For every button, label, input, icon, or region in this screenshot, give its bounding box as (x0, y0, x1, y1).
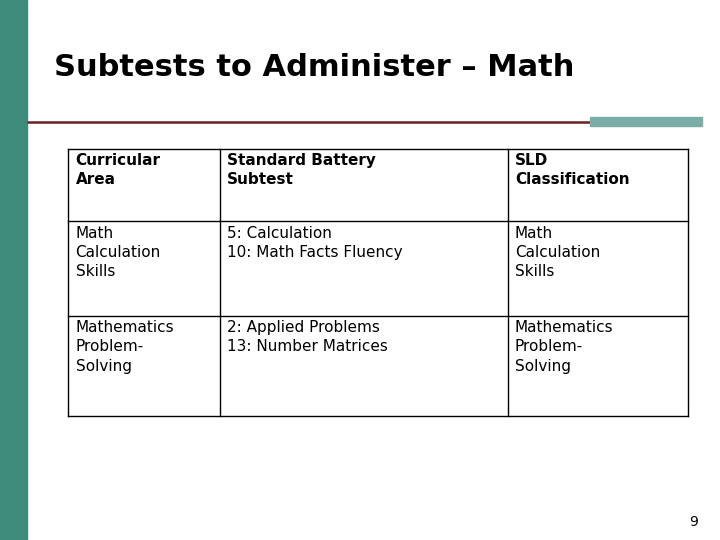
Text: Math
Calculation
Skills: Math Calculation Skills (515, 226, 600, 279)
Text: Standard Battery
Subtest: Standard Battery Subtest (227, 153, 376, 187)
Bar (590, 117, 702, 126)
Text: 5: Calculation
10: Math Facts Fluency: 5: Calculation 10: Math Facts Fluency (227, 226, 402, 260)
Text: SLD
Classification: SLD Classification (515, 153, 629, 187)
Text: Math
Calculation
Skills: Math Calculation Skills (76, 226, 161, 279)
Text: Mathematics
Problem-
Solving: Mathematics Problem- Solving (515, 320, 613, 374)
Text: Curricular
Area: Curricular Area (76, 153, 161, 187)
Bar (0, 0, 27, 540)
Text: Mathematics
Problem-
Solving: Mathematics Problem- Solving (76, 320, 174, 374)
Text: Subtests to Administer – Math: Subtests to Administer – Math (54, 53, 575, 82)
Text: 9: 9 (690, 515, 698, 529)
Text: 2: Applied Problems
13: Number Matrices: 2: Applied Problems 13: Number Matrices (227, 320, 387, 354)
